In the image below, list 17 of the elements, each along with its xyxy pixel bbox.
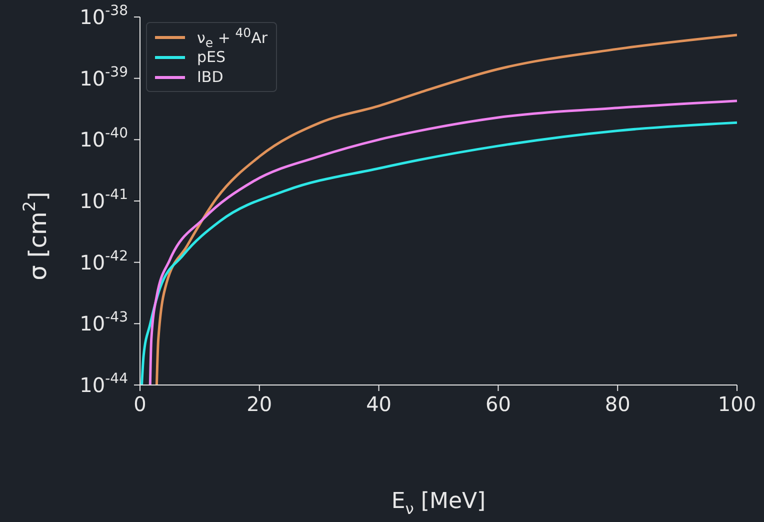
x-tick-label: 100 — [718, 392, 756, 416]
y-tick-label: 10$^{-39}$ — [80, 64, 128, 90]
x-tick-label: 0 — [134, 392, 146, 416]
x-tick-label: 80 — [604, 392, 630, 416]
y-tick-label: 10$^{-42}$ — [80, 248, 128, 274]
legend-label: ν$_{e}$ + $^{40}$Ar — [197, 24, 268, 50]
legend-label: IBD — [197, 68, 224, 86]
y-tick-label: 10$^{-41}$ — [80, 187, 128, 213]
y-tick-label: 10$^{-40}$ — [80, 126, 128, 152]
y-tick-label: 10$^{-43}$ — [80, 310, 128, 336]
x-axis-title: E$_{ν}$ [MeV] — [391, 489, 486, 518]
x-tick-label: 20 — [246, 392, 272, 416]
x-tick-label: 60 — [485, 392, 511, 416]
legend-label: pES — [197, 48, 226, 66]
y-tick-label: 10$^{-38}$ — [80, 3, 128, 29]
y-tick-label: 10$^{-44}$ — [80, 371, 128, 397]
x-tick-label: 40 — [366, 392, 392, 416]
